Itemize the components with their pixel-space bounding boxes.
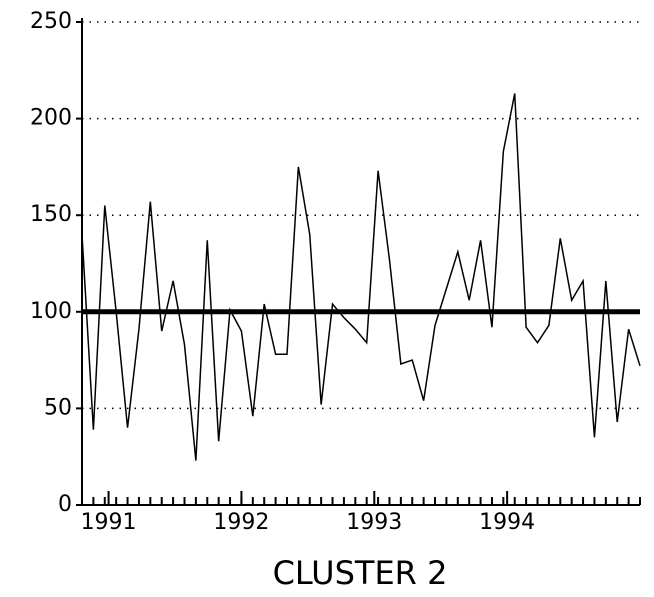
x-tick-label: 1992 — [213, 510, 269, 535]
x-tick-label: 1991 — [81, 510, 137, 535]
y-tick-label: 150 — [30, 202, 72, 227]
data-line — [81, 93, 641, 461]
y-tick-label: 0 — [58, 492, 72, 517]
y-tick-label: 250 — [30, 9, 72, 34]
chart-title: CLUSTER 2 — [273, 554, 448, 592]
y-tick-label: 200 — [30, 106, 72, 131]
y-tick-label: 50 — [44, 395, 72, 420]
x-tick-label: 1993 — [346, 510, 402, 535]
x-tick-label: 1994 — [479, 510, 535, 535]
y-tick-label: 100 — [30, 299, 72, 324]
